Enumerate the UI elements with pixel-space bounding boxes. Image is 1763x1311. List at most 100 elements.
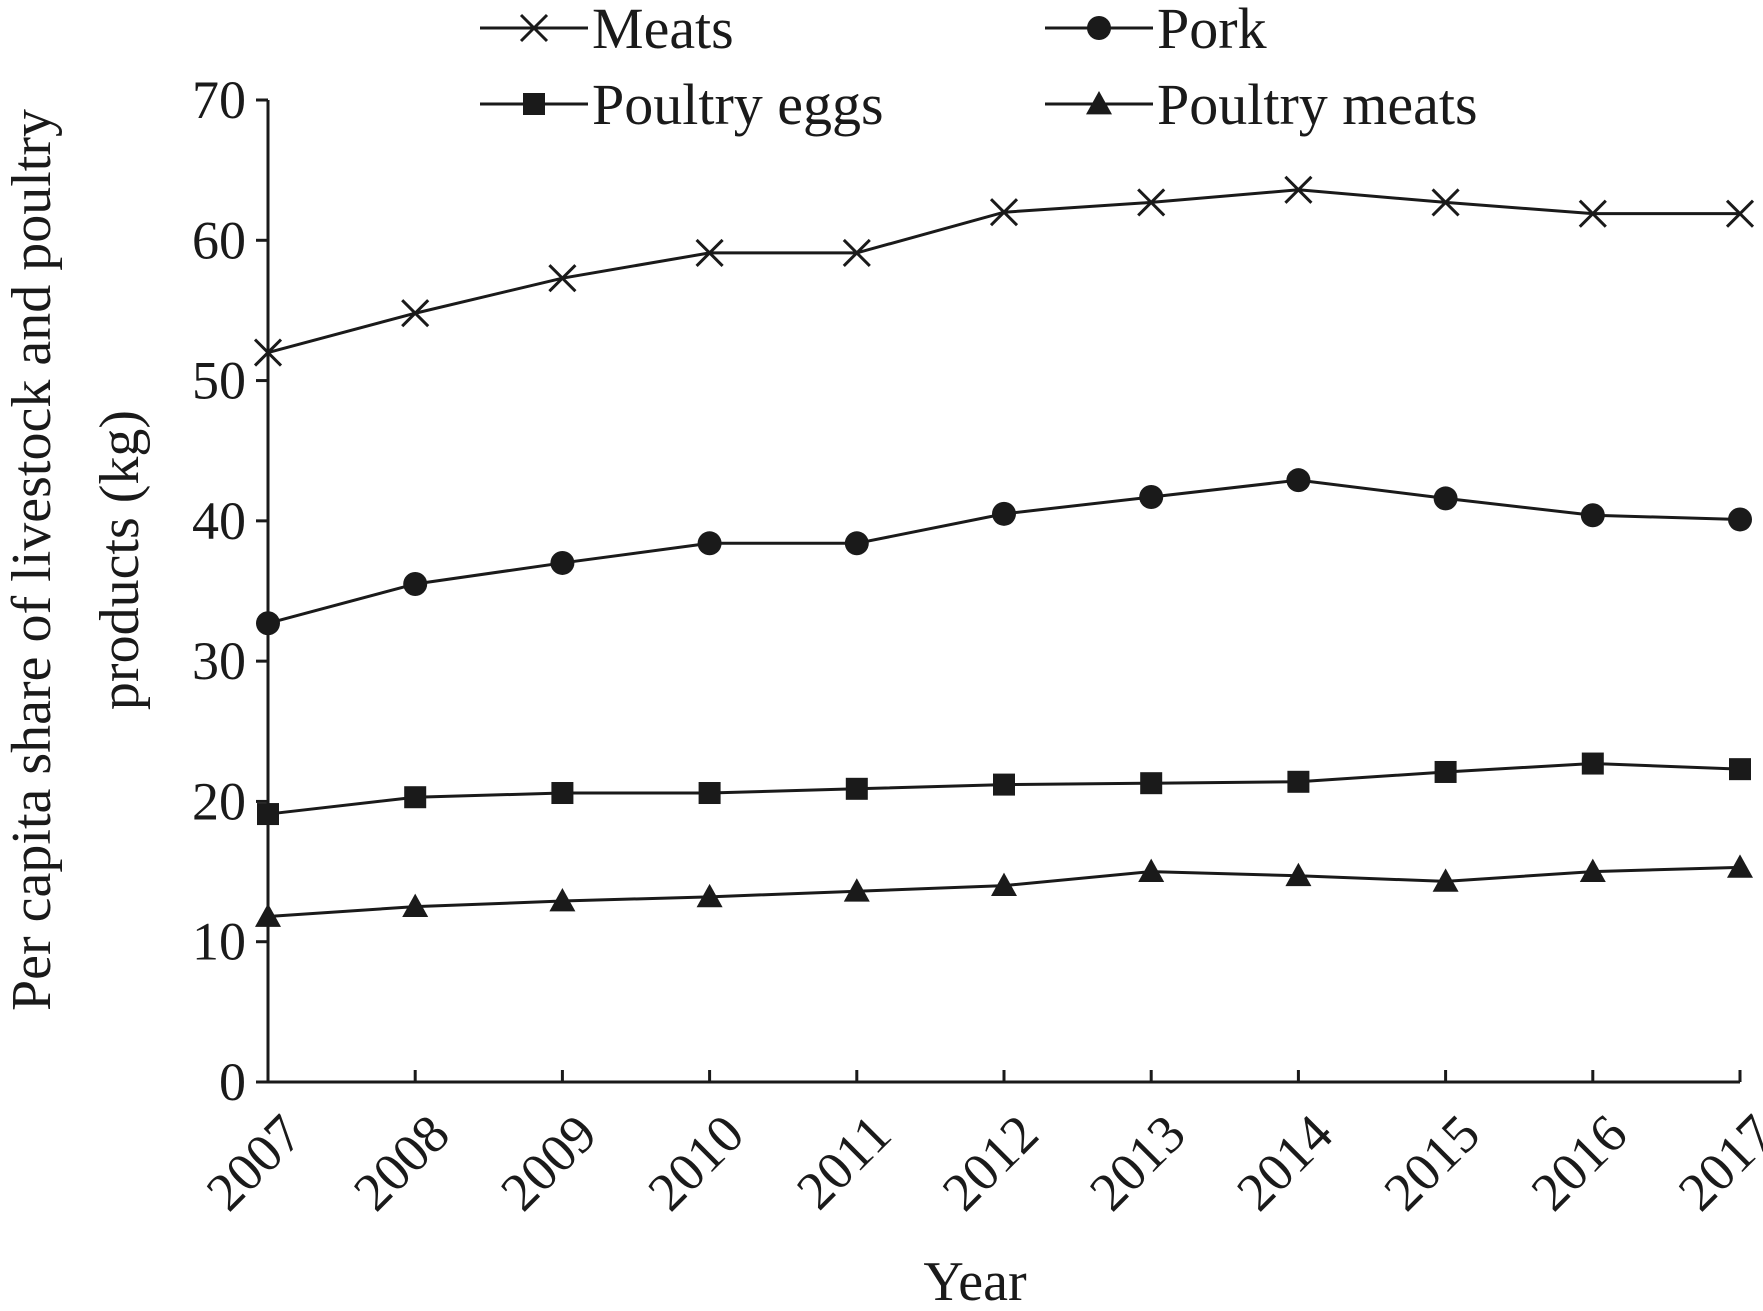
data-point-meats-stroke-b [1284, 175, 1313, 204]
data-point-meats-stroke-b [548, 264, 577, 293]
data-point-poultry-meats [1432, 868, 1459, 892]
data-point-poultry-eggs [1287, 770, 1310, 793]
legend-item-poultry-eggs: Poultry eggs [480, 72, 884, 137]
data-point-pork [992, 501, 1016, 526]
x-tick-label: 2013 [1078, 1103, 1197, 1222]
data-point-meats-stroke-b [1137, 188, 1166, 217]
data-point-pork [256, 611, 280, 636]
x-axis-title: Year [923, 1251, 1027, 1311]
data-point-meats-stroke-b [695, 238, 724, 267]
x-tick-label: 2010 [636, 1103, 755, 1222]
data-point-meats-stroke-b [989, 198, 1019, 227]
y-axis-title-line-1: Per capita share of livestock and poultr… [1, 109, 63, 1011]
data-point-poultry-meats [843, 878, 870, 902]
y-tick-label: 50 [192, 351, 246, 411]
data-point-meats [401, 299, 430, 328]
data-point-meats [695, 238, 724, 267]
y-tick-label: 0 [219, 1052, 246, 1112]
y-tick-label: 70 [192, 70, 246, 130]
data-point-meats [1725, 199, 1755, 228]
data-point-meats-stroke-b [1725, 199, 1755, 228]
data-point-poultry-eggs [404, 786, 427, 809]
y-tick-label: 20 [192, 771, 246, 831]
x-tick-label: 2007 [195, 1103, 314, 1222]
x-axis: 2007 2008 2009 2010 2011 2012 2013 2014 2015 2016… [195, 1070, 1763, 1222]
data-point-meats [253, 338, 283, 367]
y-tick-label: 30 [192, 631, 246, 691]
legend-marker-pork [1087, 16, 1111, 40]
y-axis-title-line-2: products (kg) [89, 410, 151, 710]
legend-item-poultry-meats: Poultry meats [1045, 72, 1478, 137]
data-point-meats [1578, 199, 1607, 228]
data-point-pork [844, 531, 869, 556]
legend-label-poultry-eggs: Poultry eggs [592, 72, 884, 137]
data-point-poultry-eggs [993, 773, 1015, 796]
legend-marker-meats [519, 13, 549, 43]
data-point-pork [403, 571, 428, 596]
legend-item-meats: Meats [480, 0, 734, 61]
data-point-meats-stroke-b [842, 238, 871, 267]
data-point-poultry-meats [255, 903, 281, 927]
series-meats [253, 175, 1755, 367]
legend-label-poultry-meats: Poultry meats [1157, 72, 1478, 137]
y-tick-label: 10 [192, 912, 246, 972]
x-tick-label: 2014 [1225, 1103, 1344, 1222]
y-tick-label: 40 [192, 491, 246, 551]
data-point-poultry-meats [1727, 854, 1753, 878]
data-point-pork [1286, 468, 1311, 493]
series-poultry-eggs [257, 752, 1751, 826]
data-point-poultry-meats [696, 883, 723, 908]
y-axis: 0 10 20 30 40 50 60 70 [192, 70, 270, 1112]
data-point-meats [989, 198, 1019, 227]
data-point-pork [550, 550, 575, 575]
plot-area [253, 175, 1755, 927]
data-point-poultry-meats [1579, 858, 1606, 882]
legend-label-pork: Pork [1157, 0, 1267, 61]
data-point-meats-stroke-b [401, 299, 430, 328]
data-point-meats-stroke-b [253, 338, 283, 367]
x-tick-label: 2017 [1667, 1103, 1763, 1222]
data-point-poultry-meats [402, 893, 429, 918]
data-point-pork [1139, 485, 1164, 510]
data-point-pork [697, 531, 722, 556]
data-point-poultry-meats [991, 872, 1017, 896]
legend: Meats Pork Poultry eggs Poultry meats [480, 0, 1478, 137]
data-point-poultry-eggs [551, 782, 574, 805]
legend-marker-poultry-meats [1086, 91, 1112, 115]
data-point-meats [842, 238, 871, 267]
x-tick-label: 2011 [785, 1103, 902, 1220]
data-point-pork [1433, 486, 1458, 511]
data-point-pork [1728, 507, 1752, 532]
data-point-meats-stroke-b [1578, 199, 1607, 228]
x-tick-label: 2015 [1372, 1103, 1491, 1222]
y-tick-label: 60 [192, 210, 246, 270]
data-point-poultry-meats [1138, 858, 1165, 882]
data-point-poultry-eggs [1140, 772, 1163, 795]
legend-label-meats: Meats [592, 0, 734, 61]
data-point-poultry-eggs [1581, 752, 1604, 775]
data-point-meats [548, 264, 577, 293]
data-point-meats-stroke-b [1431, 188, 1460, 217]
data-point-poultry-meats [1285, 862, 1312, 887]
x-tick-label: 2012 [931, 1103, 1050, 1222]
legend-item-pork: Pork [1045, 0, 1267, 61]
data-point-poultry-eggs [698, 782, 721, 805]
data-point-meats [1284, 175, 1313, 204]
series-line-pork [267, 478, 1741, 625]
data-point-pork [1580, 503, 1605, 528]
data-point-poultry-eggs [1729, 758, 1751, 781]
data-point-meats [1431, 188, 1460, 217]
legend-marker-meats-stroke-b [519, 13, 549, 43]
data-point-poultry-eggs [845, 777, 868, 800]
series-poultry-meats [255, 854, 1753, 927]
legend-marker-poultry-eggs [523, 93, 545, 115]
x-tick-label: 2016 [1520, 1103, 1639, 1222]
data-point-poultry-eggs [257, 803, 279, 826]
data-point-meats [1137, 188, 1166, 217]
x-tick-label: 2009 [489, 1103, 608, 1222]
data-point-poultry-eggs [1434, 760, 1457, 783]
y-axis-title: Per capita share of livestock and poultr… [1, 109, 151, 1011]
series-pork [256, 468, 1752, 636]
x-tick-label: 2008 [342, 1103, 461, 1222]
